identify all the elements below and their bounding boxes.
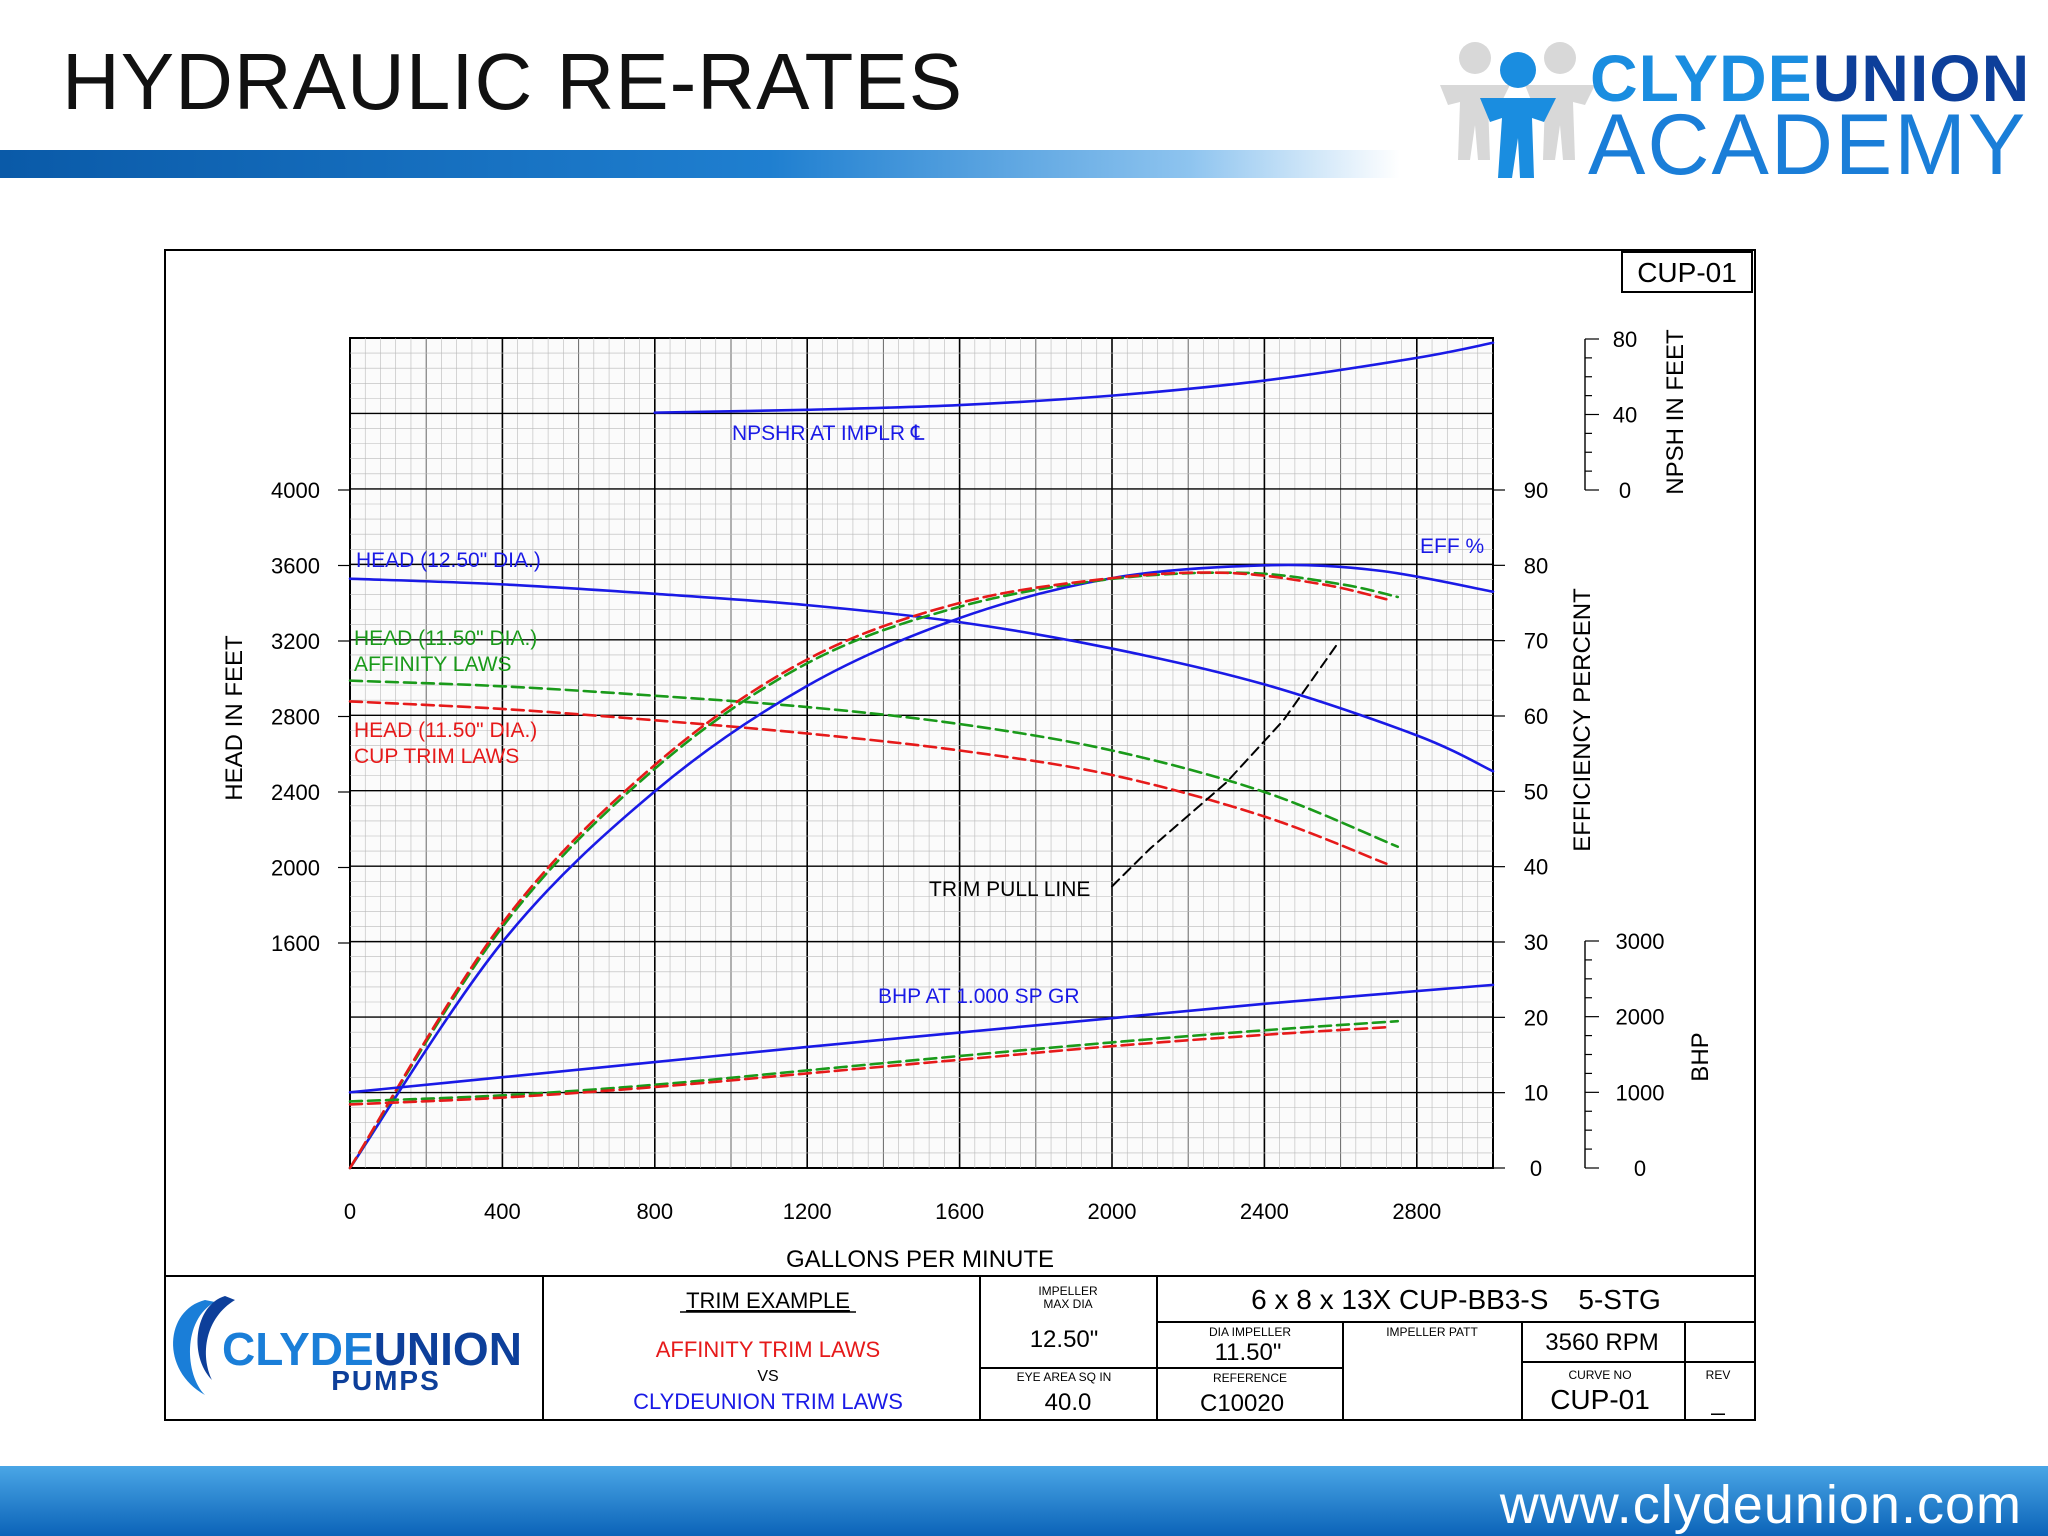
plot-area (349, 337, 1494, 1169)
chart-axes: 0 400 800 1200 1600 2000 2400 28001600200024002… (271, 327, 1664, 1224)
head-tick-label: 2000 (271, 856, 320, 881)
chart-series (348, 341, 1495, 1170)
bhp-tick-label: 2000 (1616, 1005, 1665, 1030)
head-tick-label: 2800 (271, 705, 320, 730)
rev-value: _ (1710, 1389, 1725, 1416)
bhp-tick-label: 1000 (1616, 1080, 1665, 1105)
head-tick-label: 2400 (271, 780, 320, 805)
dia-impeller-value: 11.50" (1215, 1339, 1282, 1366)
efficiency-tick-label: 90 (1524, 478, 1548, 503)
x-tick-label: 800 (636, 1199, 673, 1224)
label-head-1150-cup: HEAD (11.50" DIA.) (354, 719, 537, 742)
clydeunion-academy-logo: CLYDEUNION ACADEMY (1420, 30, 2029, 193)
x-tick-label: 400 (484, 1199, 521, 1224)
label-trim-pull-line: TRIM PULL LINE (929, 878, 1090, 901)
efficiency-tick-label: 70 (1524, 629, 1548, 654)
efficiency-tick-label: 50 (1524, 779, 1548, 804)
vs-text: VS (757, 1368, 778, 1385)
clydeunion-swoosh-icon-2 (197, 1296, 235, 1380)
series-line-4-eff-affinity (348, 571, 1400, 1170)
label-affinity-laws: AFFINITY LAWS (354, 653, 512, 676)
footer-bar (0, 1466, 2048, 1536)
impeller-max-dia-label-2: MAX DIA (1043, 1297, 1092, 1311)
title-block-company-sub: PUMPS (331, 1365, 441, 1396)
x-tick-label: 2800 (1392, 1199, 1441, 1224)
label-head-1250: HEAD (12.50" DIA.) (356, 549, 541, 572)
series-line-1-head-11-50-dia (348, 679, 1400, 849)
affinity-trim-laws: AFFINITY TRIM LAWS (656, 1337, 881, 1362)
series-line-2-head-11-50-dia (348, 700, 1388, 866)
slide-title: HYDRAULIC RE-RATES (62, 37, 964, 126)
logo-clydeunion-text: CLYDEUNION (1590, 41, 2031, 115)
curve-no-label: CURVE NO (1568, 1368, 1631, 1382)
head-tick-label: 3200 (271, 629, 320, 654)
reference-label: REFERENCE (1213, 1371, 1287, 1385)
bhp-axis-title: BHP (1687, 1032, 1714, 1081)
npsh-tick-label: 80 (1613, 327, 1637, 352)
eye-area-label: EYE AREA SQ IN (1017, 1370, 1112, 1384)
x-axis-title: GALLONS PER MINUTE (786, 1246, 1054, 1273)
x-tick-label: 1600 (935, 1199, 984, 1224)
bhp-tick-label: 3000 (1616, 929, 1665, 954)
npsh-tick-label: 40 (1613, 403, 1637, 428)
footer-url[interactable]: www.clydeunion.com (1499, 1475, 2022, 1535)
x-tick-label: 2400 (1240, 1199, 1289, 1224)
head-tick-label: 3600 (271, 554, 320, 579)
x-tick-label: 0 (344, 1199, 356, 1224)
rpm-value: 3560 RPM (1545, 1329, 1658, 1356)
dia-impeller-label: DIA IMPELLER (1209, 1325, 1291, 1339)
efficiency-tick-label: 20 (1524, 1005, 1548, 1030)
efficiency-axis-title: EFFICIENCY PERCENT (1569, 588, 1596, 852)
curve-id-label: CUP-01 (1637, 257, 1737, 288)
label-bhp: BHP AT 1.000 SP GR (878, 985, 1080, 1008)
rev-label: REV (1706, 1368, 1731, 1382)
series-line-5-eff-cup-trim (348, 571, 1388, 1170)
npsh-tick-label: 0 (1619, 478, 1631, 503)
reference-value: C10020 (1200, 1390, 1284, 1417)
series-line-6-npshr-at-implr (653, 341, 1495, 414)
head-axis-title: HEAD IN FEET (221, 635, 248, 801)
efficiency-tick-label: 0 (1530, 1156, 1542, 1181)
clydeunion-swoosh-icon (173, 1300, 215, 1395)
label-eff: EFF % (1420, 535, 1484, 558)
logo-academy-text: ACADEMY (1588, 97, 2028, 193)
efficiency-tick-label: 30 (1524, 930, 1548, 955)
curve-id-box (1621, 251, 1753, 293)
efficiency-tick-label: 60 (1524, 704, 1548, 729)
series-line-9-bhp-cup-trim (348, 1025, 1388, 1106)
title-underline-bar (0, 150, 1400, 178)
eye-area-value: 40.0 (1045, 1389, 1092, 1416)
label-cup-trim-laws: CUP TRIM LAWS (354, 745, 519, 768)
trim-example-title: TRIM EXAMPLE (686, 1288, 850, 1313)
efficiency-tick-label: 40 (1524, 855, 1548, 880)
head-tick-label: 1600 (271, 931, 320, 956)
label-npshr: NPSHR AT IMPLR ℄ (732, 422, 925, 445)
chart-grid (349, 337, 1494, 1169)
series-line-3-eff (348, 563, 1495, 1170)
title-block-company: CLYDEUNION (222, 1323, 522, 1375)
impeller-patt-label: IMPELLER PATT (1386, 1325, 1478, 1339)
bhp-tick-label: 0 (1634, 1156, 1646, 1181)
people-figures-icon (1440, 42, 1595, 178)
npsh-axis-title: NPSH IN FEET (1662, 329, 1689, 495)
series-line-10-trim-pull-line (1111, 643, 1338, 888)
curve-no-value: CUP-01 (1550, 1384, 1650, 1415)
x-tick-label: 2000 (1088, 1199, 1137, 1224)
impeller-max-dia-value: 12.50" (1030, 1326, 1099, 1353)
efficiency-tick-label: 80 (1524, 553, 1548, 578)
head-tick-label: 4000 (271, 478, 320, 503)
series-line-8-bhp-affinity (348, 1019, 1400, 1103)
impeller-max-dia-label-1: IMPELLER (1038, 1284, 1098, 1298)
label-head-1150-affinity: HEAD (11.50" DIA.) (354, 627, 537, 650)
efficiency-tick-label: 10 (1524, 1081, 1548, 1106)
pump-model: 6 x 8 x 13X CUP-BB3-S 5-STG (1251, 1284, 1661, 1315)
clydeunion-trim-laws: CLYDEUNION TRIM LAWS (633, 1389, 903, 1414)
x-tick-label: 1200 (783, 1199, 832, 1224)
series-line-7-bhp-at-1-000-sp-gr (348, 983, 1495, 1094)
